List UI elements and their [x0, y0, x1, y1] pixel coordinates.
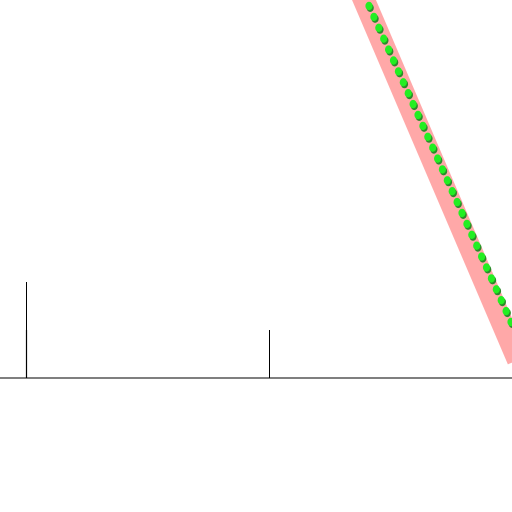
- dot: [385, 45, 393, 54]
- dot: [468, 230, 476, 239]
- dot: [448, 187, 456, 196]
- dot: [429, 143, 437, 152]
- dot: [443, 176, 451, 185]
- dot: [389, 56, 398, 65]
- dot: [458, 208, 466, 218]
- diagonal-band: [352, 0, 512, 365]
- dot: [375, 23, 383, 32]
- dot: [424, 132, 432, 141]
- dot: [502, 306, 510, 316]
- dot: [453, 197, 461, 207]
- dot: [409, 99, 417, 109]
- dot: [473, 241, 481, 250]
- dot: [394, 67, 402, 76]
- dot: [380, 34, 388, 43]
- dot: [507, 317, 512, 327]
- dot: [438, 165, 446, 174]
- dot: [463, 219, 471, 229]
- dot: [370, 12, 378, 22]
- dot: [482, 263, 491, 272]
- dot: [487, 274, 495, 283]
- dot: [365, 1, 373, 11]
- dot: [404, 89, 412, 98]
- dot: [492, 285, 500, 294]
- dot: [414, 110, 422, 120]
- dotted-line: [365, 1, 512, 328]
- dot: [497, 296, 505, 305]
- dot: [478, 252, 486, 261]
- dot: [434, 154, 442, 163]
- dot: [419, 121, 427, 131]
- dot: [399, 78, 407, 87]
